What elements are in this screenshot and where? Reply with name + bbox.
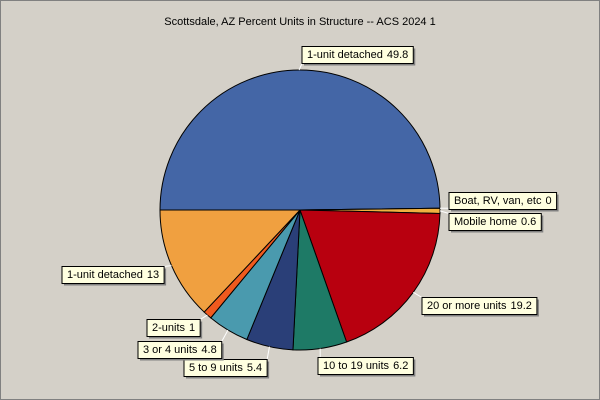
slice-label: 10 to 19 units 6.2 — [317, 357, 416, 377]
label-box — [146, 319, 201, 337]
label-value: 6.2 — [393, 360, 408, 372]
label-text: 5 to 9 units 5.4 — [189, 362, 262, 374]
slice-label: Boat, RV, van, etc 0 — [448, 192, 559, 212]
label-text: 3 or 4 units 4.8 — [143, 344, 217, 356]
label-name: 1-unit detached — [67, 269, 143, 281]
label-box — [137, 341, 223, 359]
leader-line — [164, 265, 172, 267]
slice-label: 5 to 9 units 5.4 — [183, 359, 270, 379]
label-text: Mobile home 0.6 — [454, 216, 536, 228]
label-box — [421, 297, 538, 315]
leader-line — [439, 210, 450, 214]
leader-line — [266, 346, 270, 360]
label-name: 2-units — [152, 322, 186, 334]
label-value: 13 — [147, 269, 159, 281]
label-value: 0.6 — [521, 216, 536, 228]
label-value: 0 — [545, 195, 551, 207]
pie-slice — [159, 69, 441, 211]
slice-label: 3 or 4 units 4.8 — [137, 341, 224, 361]
label-text: Boat, RV, van, etc 0 — [454, 195, 552, 207]
label-value: 4.8 — [201, 344, 216, 356]
label-box — [61, 266, 165, 284]
slice-label: 2-units 1 — [146, 319, 203, 339]
leader-line — [413, 291, 423, 298]
label-box — [301, 46, 414, 64]
leader-line — [199, 314, 208, 320]
label-box — [448, 192, 558, 210]
label-name: 10 to 19 units — [323, 360, 390, 372]
label-text: 20 or more units 19.2 — [427, 300, 532, 312]
slice-label: Mobile home 0.6 — [448, 213, 544, 233]
label-value: 49.8 — [387, 49, 408, 61]
chart-title: Scottsdale, AZ Percent Units in Structur… — [164, 16, 435, 28]
slice-label: 20 or more units 19.2 — [421, 297, 539, 317]
label-name: 1-unit detached — [307, 49, 383, 61]
label-value: 19.2 — [510, 300, 531, 312]
label-name: 5 to 9 units — [189, 362, 243, 374]
label-value: 5.4 — [247, 362, 262, 374]
label-value: 1 — [189, 322, 195, 334]
label-box — [183, 359, 268, 377]
label-name: Boat, RV, van, etc — [454, 195, 542, 207]
leader-line — [221, 329, 229, 342]
slice-label: 1-unit detached 49.8 — [301, 46, 416, 66]
leader-line — [298, 63, 303, 71]
label-name: 3 or 4 units — [143, 344, 198, 356]
label-name: 20 or more units — [427, 300, 507, 312]
label-text: 10 to 19 units 6.2 — [323, 360, 408, 372]
label-box — [317, 357, 414, 375]
label-text: 1-unit detached 13 — [67, 269, 159, 281]
label-box — [448, 213, 542, 231]
label-name: Mobile home — [454, 216, 517, 228]
slice-label: 1-unit detached 13 — [61, 266, 167, 286]
label-text: 1-unit detached 49.8 — [307, 49, 408, 61]
label-text: 2-units 1 — [152, 322, 195, 334]
